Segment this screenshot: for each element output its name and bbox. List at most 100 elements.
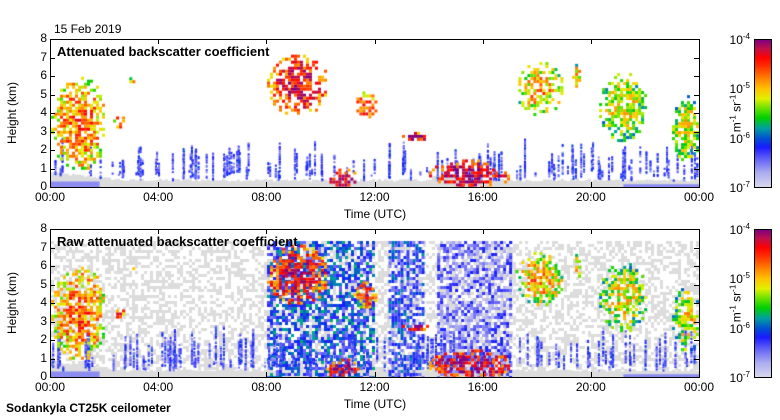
x-tick-mark xyxy=(374,39,376,44)
y-tick-mark xyxy=(694,94,699,96)
y-tick-label: 0 xyxy=(40,369,47,383)
colorbar-tick-base: 10 xyxy=(729,272,743,287)
y-tick-mark xyxy=(50,168,55,170)
x-tick-label: 16:00 xyxy=(467,190,498,204)
y-tick-label: 5 xyxy=(40,86,47,101)
y-tick-mark xyxy=(50,113,55,114)
x-tick-label: 00:00 xyxy=(34,190,66,204)
colorbar-2 xyxy=(754,229,772,378)
x-tick-mark xyxy=(482,182,484,187)
y-tick-mark xyxy=(50,340,55,341)
x-tick-label: 16:00 xyxy=(467,380,498,394)
x-tick-mark xyxy=(590,182,592,187)
y-tick-label: 6 xyxy=(40,68,47,82)
y-tick-mark xyxy=(50,94,55,96)
colorbar-tick-exp: -5 xyxy=(742,271,750,281)
colorbar-tick-exp: -7 xyxy=(742,180,750,189)
colorbar-tick-base: 10 xyxy=(729,33,743,47)
x-tick-mark xyxy=(158,229,160,234)
y-tick-label: 2 xyxy=(40,332,47,346)
colorbar-tick-exp: -5 xyxy=(742,81,750,91)
colorbar-unit-part: m xyxy=(729,311,744,322)
colorbar-unit-label: m-1 sr-1 xyxy=(729,273,744,333)
y-tick-label: 0 xyxy=(40,179,47,193)
colorbar-tick-label: 10-7 xyxy=(722,180,750,195)
x-tick-mark xyxy=(266,182,268,187)
colorbar-tick-label: 10-4 xyxy=(722,222,750,237)
colorbar-unit-part: -1 xyxy=(728,94,738,102)
x-tick-mark xyxy=(590,229,592,234)
y-tick-mark xyxy=(50,57,55,59)
colorbar-unit-part: m xyxy=(729,121,744,132)
x-tick-label: 04:00 xyxy=(143,380,174,394)
y-tick-mark xyxy=(694,284,699,286)
y-tick-mark xyxy=(50,266,55,267)
date-label: 15 Feb 2019 xyxy=(54,22,122,36)
x-tick-mark xyxy=(482,39,484,44)
y-tick-label: 8 xyxy=(40,221,47,235)
x-tick-label: 20:00 xyxy=(575,190,606,204)
backscatter-plot: Attenuated backscatter coefficient xyxy=(50,39,700,188)
x-tick-mark xyxy=(158,372,160,377)
colorbar-tick-label: 10-7 xyxy=(722,370,750,385)
colorbar-tick-label: 10-6 xyxy=(722,321,750,336)
x-tick-mark xyxy=(590,372,592,377)
x-tick-label: 12:00 xyxy=(359,380,390,394)
colorbar-tick-base: 10 xyxy=(729,131,743,146)
colorbar-tick-base: 10 xyxy=(729,82,743,97)
y-tick-label: 3 xyxy=(40,313,47,328)
y-tick-label: 4 xyxy=(40,105,47,119)
x-tick-mark xyxy=(158,39,160,44)
y-tick-mark xyxy=(694,57,699,59)
x-tick-mark xyxy=(374,372,376,377)
colorbar-tick-label: 10-6 xyxy=(722,131,750,146)
y-tick-label: 7 xyxy=(40,49,47,64)
x-tick-mark xyxy=(482,229,484,234)
y-tick-mark xyxy=(694,321,699,323)
x-axis-label: Time (UTC) xyxy=(343,397,407,411)
y-tick-mark xyxy=(694,247,699,249)
x-tick-mark xyxy=(374,182,376,187)
y-tick-label: 1 xyxy=(40,350,47,365)
y-tick-mark xyxy=(694,340,699,341)
y-axis-label: Height (km) xyxy=(5,271,19,334)
colorbar-unit-part: -1 xyxy=(728,304,738,312)
colorbar-tick-label: 10-4 xyxy=(722,32,750,47)
colorbar-unit-part: -1 xyxy=(728,114,738,122)
backscatter-heatmap xyxy=(51,40,699,187)
y-tick-label: 3 xyxy=(40,123,47,138)
colorbar-unit-part: -1 xyxy=(728,284,738,292)
y-axis-label: Height (km) xyxy=(5,81,19,144)
x-tick-label: 00:00 xyxy=(683,380,715,394)
y-tick-mark xyxy=(694,150,699,151)
colorbar-tick-base: 10 xyxy=(729,371,743,385)
colorbar-tick-exp: -7 xyxy=(742,370,750,379)
y-tick-mark xyxy=(50,358,55,360)
colorbar-unit-part: sr xyxy=(729,291,744,305)
y-tick-mark xyxy=(694,113,699,114)
colorbar-tick-base: 10 xyxy=(729,223,743,237)
y-tick-mark xyxy=(50,321,55,323)
x-tick-mark xyxy=(158,182,160,187)
x-tick-mark xyxy=(266,39,268,44)
x-axis-label: Time (UTC) xyxy=(343,207,407,221)
y-tick-mark xyxy=(694,131,699,133)
y-tick-mark xyxy=(50,247,55,249)
y-tick-label: 2 xyxy=(40,142,47,156)
x-tick-mark xyxy=(374,229,376,234)
x-tick-label: 12:00 xyxy=(359,190,390,204)
y-tick-mark xyxy=(50,150,55,151)
x-tick-mark xyxy=(266,372,268,377)
y-tick-label: 5 xyxy=(40,276,47,291)
y-tick-mark xyxy=(694,266,699,267)
x-tick-label: 08:00 xyxy=(251,190,282,204)
raw-backscatter-plot: Raw attenuated backscatter coefficient xyxy=(50,229,700,378)
colorbar-tick-exp: -4 xyxy=(742,32,750,41)
y-tick-label: 6 xyxy=(40,258,47,272)
plot-title: Attenuated backscatter coefficient xyxy=(57,44,270,59)
y-tick-mark xyxy=(694,76,699,77)
x-tick-label: 08:00 xyxy=(251,380,282,394)
raw-backscatter-heatmap xyxy=(51,230,699,377)
x-tick-label: 20:00 xyxy=(575,380,606,394)
x-tick-mark xyxy=(590,39,592,44)
